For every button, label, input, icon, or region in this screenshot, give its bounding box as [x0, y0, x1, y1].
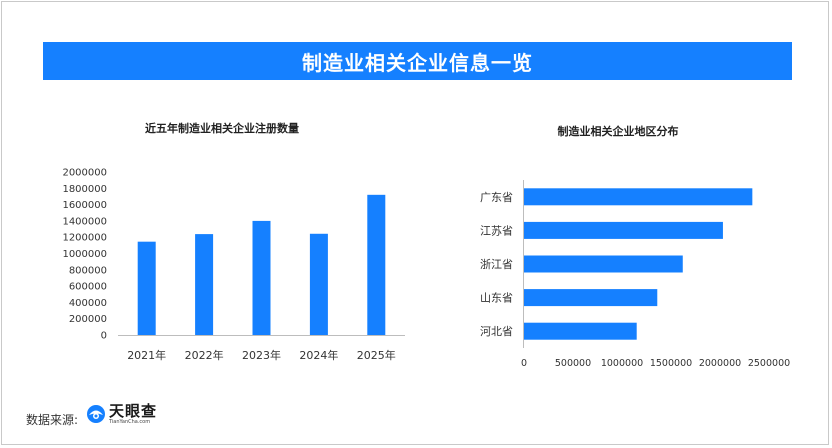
chart1-bar: [309, 233, 328, 335]
chart2-y-tick-label: 河北省: [480, 325, 513, 338]
chart1-bars: [137, 194, 386, 335]
chart1-y-tick-label: 2000000: [62, 168, 107, 179]
chart1-y-tick-label: 1800000: [62, 184, 107, 195]
data-source-label: 数据来源:: [26, 413, 79, 427]
chart2-bar: [524, 289, 658, 307]
chart2-x-tick-label: 2500000: [748, 358, 790, 369]
chart1-y-tick-label: 1200000: [62, 233, 107, 244]
chart1-title: 近五年制造业相关企业注册数量: [145, 121, 299, 135]
chart2-y-tick-label: 浙江省: [480, 258, 513, 271]
chart1-y-tick-label: 1000000: [62, 249, 107, 260]
page-title: 制造业相关企业信息一览: [43, 42, 792, 80]
chart1-bar: [252, 220, 271, 335]
chart1-y-tick-label: 600000: [69, 282, 107, 293]
chart2-bar: [524, 188, 753, 206]
chart1-bar: [195, 234, 214, 335]
tianyancha-logo: 天眼查 TianYanCha.com: [86, 403, 157, 425]
chart1-x-tick-label: 2025年: [357, 348, 396, 362]
chart1-x-tick-label: 2024年: [299, 348, 338, 362]
chart1-y-tick-label: 200000: [69, 314, 107, 325]
logo-domain: TianYanCha.com: [109, 419, 151, 425]
chart1-bar: [137, 241, 156, 335]
chart1-bar: [367, 194, 386, 335]
chart2-bars: [524, 188, 753, 340]
chart2-x-tick-label: 2000000: [699, 358, 741, 369]
logo-eye-icon: [87, 405, 105, 423]
chart2-bar: [524, 221, 723, 239]
chart2-y-tick-label: 广东省: [480, 191, 513, 204]
chart2-y-tick-label: 山东省: [480, 292, 513, 305]
chart2-x-tick-label: 0: [521, 358, 527, 369]
chart2-y-tick-label: 江苏省: [480, 224, 513, 237]
chart1-y-tick-label: 800000: [69, 265, 107, 276]
chart2-x-tick-label: 1000000: [601, 358, 643, 369]
logo-name: 天眼查: [109, 402, 158, 420]
chart1-y-tick-label: 0: [101, 331, 107, 342]
chart1-x-tick-label: 2022年: [185, 348, 224, 362]
chart1-y-tick-label: 1600000: [62, 200, 107, 211]
chart1-y-tick-label: 400000: [69, 298, 107, 309]
chart2-title: 制造业相关企业地区分布: [558, 124, 679, 138]
chart2-x-tick-label: 500000: [555, 358, 591, 369]
chart2-x-tick-label: 1500000: [650, 358, 692, 369]
chart1-x-tick-label: 2021年: [127, 348, 166, 362]
chart1-y-tick-label: 1400000: [62, 216, 107, 227]
chart1-x-tick-label: 2023年: [242, 348, 281, 362]
chart2-bar: [524, 322, 637, 340]
chart2-bar: [524, 255, 683, 273]
chart1-axis: 0 200000 400000 600000 800000 1000000 1200000 1…: [62, 168, 405, 362]
